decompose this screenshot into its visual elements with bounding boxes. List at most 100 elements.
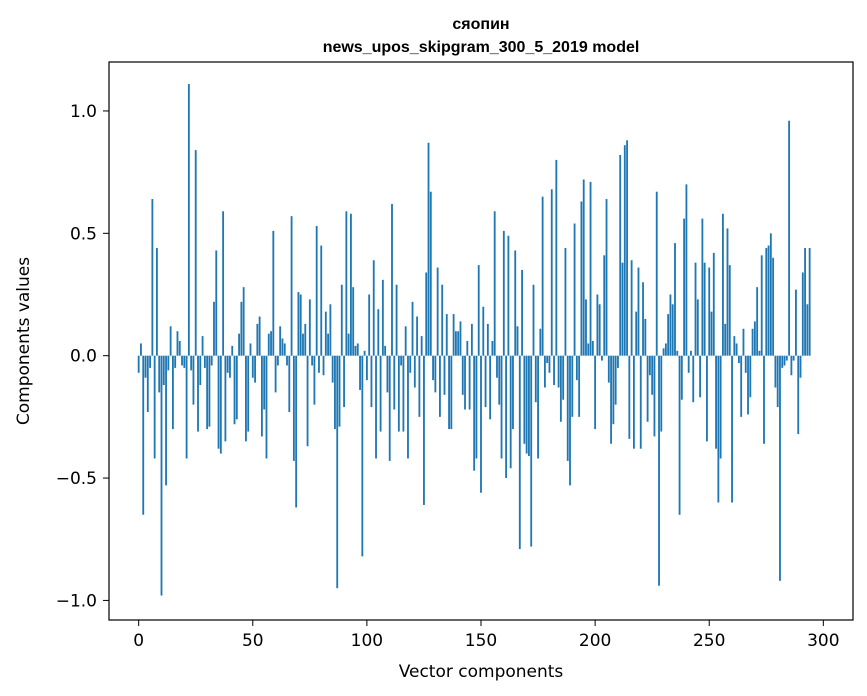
x-tick-label: 50 — [242, 631, 264, 651]
bar — [674, 243, 676, 356]
bar — [263, 355, 266, 410]
bar — [454, 331, 457, 356]
bar — [185, 355, 188, 459]
bar — [781, 355, 784, 368]
bar — [491, 341, 494, 356]
bar — [302, 333, 304, 356]
bar — [400, 355, 403, 366]
bar — [261, 355, 263, 437]
bar — [224, 355, 227, 442]
bar — [658, 355, 660, 586]
bar — [664, 343, 667, 356]
bar — [801, 272, 804, 356]
bar — [569, 355, 571, 486]
bar — [306, 355, 309, 447]
bar — [804, 248, 806, 356]
bar — [596, 294, 599, 356]
bar — [763, 355, 765, 444]
bar — [272, 230, 275, 356]
bar — [318, 355, 320, 373]
bar — [176, 331, 179, 356]
bar — [648, 355, 651, 376]
bar — [690, 350, 692, 356]
bar — [737, 355, 740, 364]
bar — [242, 287, 245, 356]
bar — [806, 304, 809, 356]
bar — [473, 355, 476, 471]
bar — [744, 355, 747, 373]
bar — [137, 355, 140, 373]
bar — [199, 355, 202, 386]
bar — [247, 355, 250, 432]
x-tick-label: 100 — [351, 631, 383, 651]
bar — [753, 321, 756, 356]
bar — [726, 228, 729, 356]
bar — [315, 225, 318, 356]
bar — [457, 331, 460, 356]
bar — [591, 341, 594, 356]
bar — [715, 355, 717, 449]
bar — [598, 304, 601, 356]
bar — [543, 355, 546, 388]
bar — [464, 355, 466, 410]
bar — [628, 355, 631, 439]
bar — [662, 348, 665, 356]
bar — [603, 255, 606, 356]
bar — [733, 336, 736, 356]
bar — [441, 284, 444, 356]
bar — [361, 355, 364, 557]
bar — [304, 323, 307, 356]
bar — [142, 355, 145, 515]
bar — [174, 355, 177, 368]
bar — [158, 355, 161, 393]
bar — [208, 355, 211, 427]
bar — [694, 262, 697, 356]
bar — [356, 343, 359, 356]
bar — [477, 265, 480, 356]
bar — [281, 338, 284, 356]
y-tick-label: −0.5 — [56, 469, 97, 489]
bar — [265, 355, 268, 459]
bar — [423, 355, 425, 505]
bar — [372, 260, 375, 356]
bar — [233, 355, 236, 425]
bar — [395, 284, 398, 356]
bar — [687, 355, 690, 373]
bar — [439, 355, 441, 417]
bar — [190, 355, 193, 371]
bars-group — [137, 84, 811, 596]
bar — [692, 355, 695, 403]
y-axis-ticks: −1.0 −0.5 0.0 0.5 1.0 — [56, 102, 109, 611]
bar — [696, 299, 699, 356]
bar — [776, 355, 779, 408]
bar — [541, 196, 544, 356]
bar — [614, 355, 617, 405]
bar — [671, 304, 674, 356]
bar — [276, 355, 279, 366]
x-tick-label: 250 — [693, 631, 725, 651]
bar — [391, 203, 393, 356]
bar — [767, 245, 770, 356]
bar — [420, 336, 423, 356]
bar — [329, 304, 332, 356]
bar — [594, 355, 597, 430]
bar — [484, 355, 487, 408]
bar — [496, 355, 498, 378]
bar — [279, 326, 282, 356]
bar — [249, 343, 252, 356]
bar — [436, 267, 439, 356]
bar — [722, 213, 724, 356]
bar — [623, 145, 626, 356]
bar — [605, 199, 608, 356]
bar — [555, 159, 558, 356]
bar — [482, 306, 485, 356]
bar — [633, 355, 635, 449]
bar — [712, 252, 715, 356]
bar — [703, 262, 706, 356]
bar — [530, 355, 533, 547]
bar — [612, 355, 615, 425]
bar — [409, 355, 412, 373]
bar — [550, 189, 553, 356]
bar — [779, 355, 781, 581]
bar — [370, 355, 373, 408]
